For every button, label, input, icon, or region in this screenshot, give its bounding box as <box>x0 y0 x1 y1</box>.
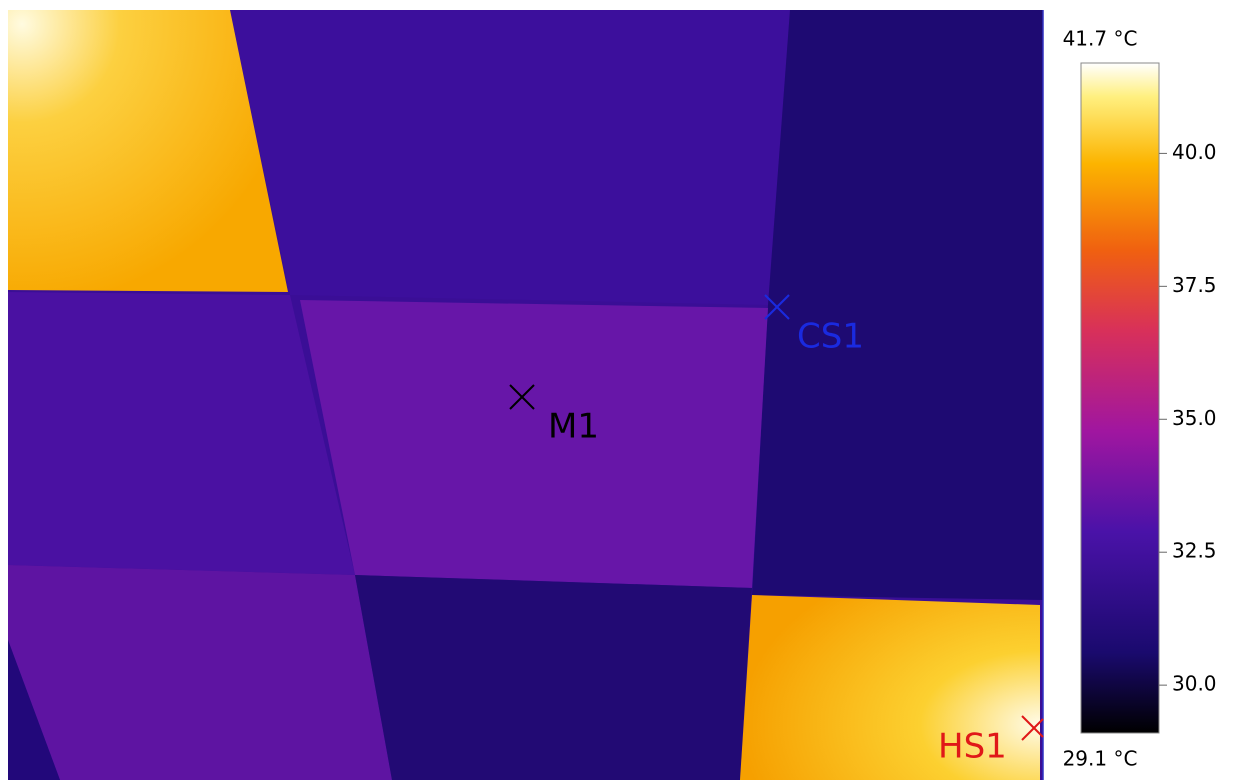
colorbar-min-label: 29.1 °C <box>1063 747 1138 771</box>
region <box>355 575 752 780</box>
colorbar-tick-label: 37.5 <box>1172 273 1217 297</box>
region <box>8 565 392 780</box>
region <box>230 10 790 305</box>
colorbar-max-label: 41.7 °C <box>1063 27 1138 51</box>
marker-label: M1 <box>548 407 599 447</box>
marker-label: CS1 <box>797 317 864 357</box>
colorbar-tick-label: 32.5 <box>1172 539 1217 563</box>
colorbar-tick-label: 40.0 <box>1172 140 1217 164</box>
marker-label: HS1 <box>938 727 1007 767</box>
colorbar-tick-label: 30.0 <box>1172 672 1217 696</box>
thermal-image <box>8 10 1043 780</box>
page: {"image": {"markers": [{"label": "M1"}, … <box>0 0 1239 780</box>
colorbar <box>1081 63 1159 733</box>
region <box>752 10 1043 600</box>
thermal-view: M1 CS1 HS1 41.7 °C 29.1 °C 30.0 32.5 35.0 3… <box>0 0 1239 780</box>
region <box>300 300 768 588</box>
colorbar-tick-label: 35.0 <box>1172 406 1217 430</box>
